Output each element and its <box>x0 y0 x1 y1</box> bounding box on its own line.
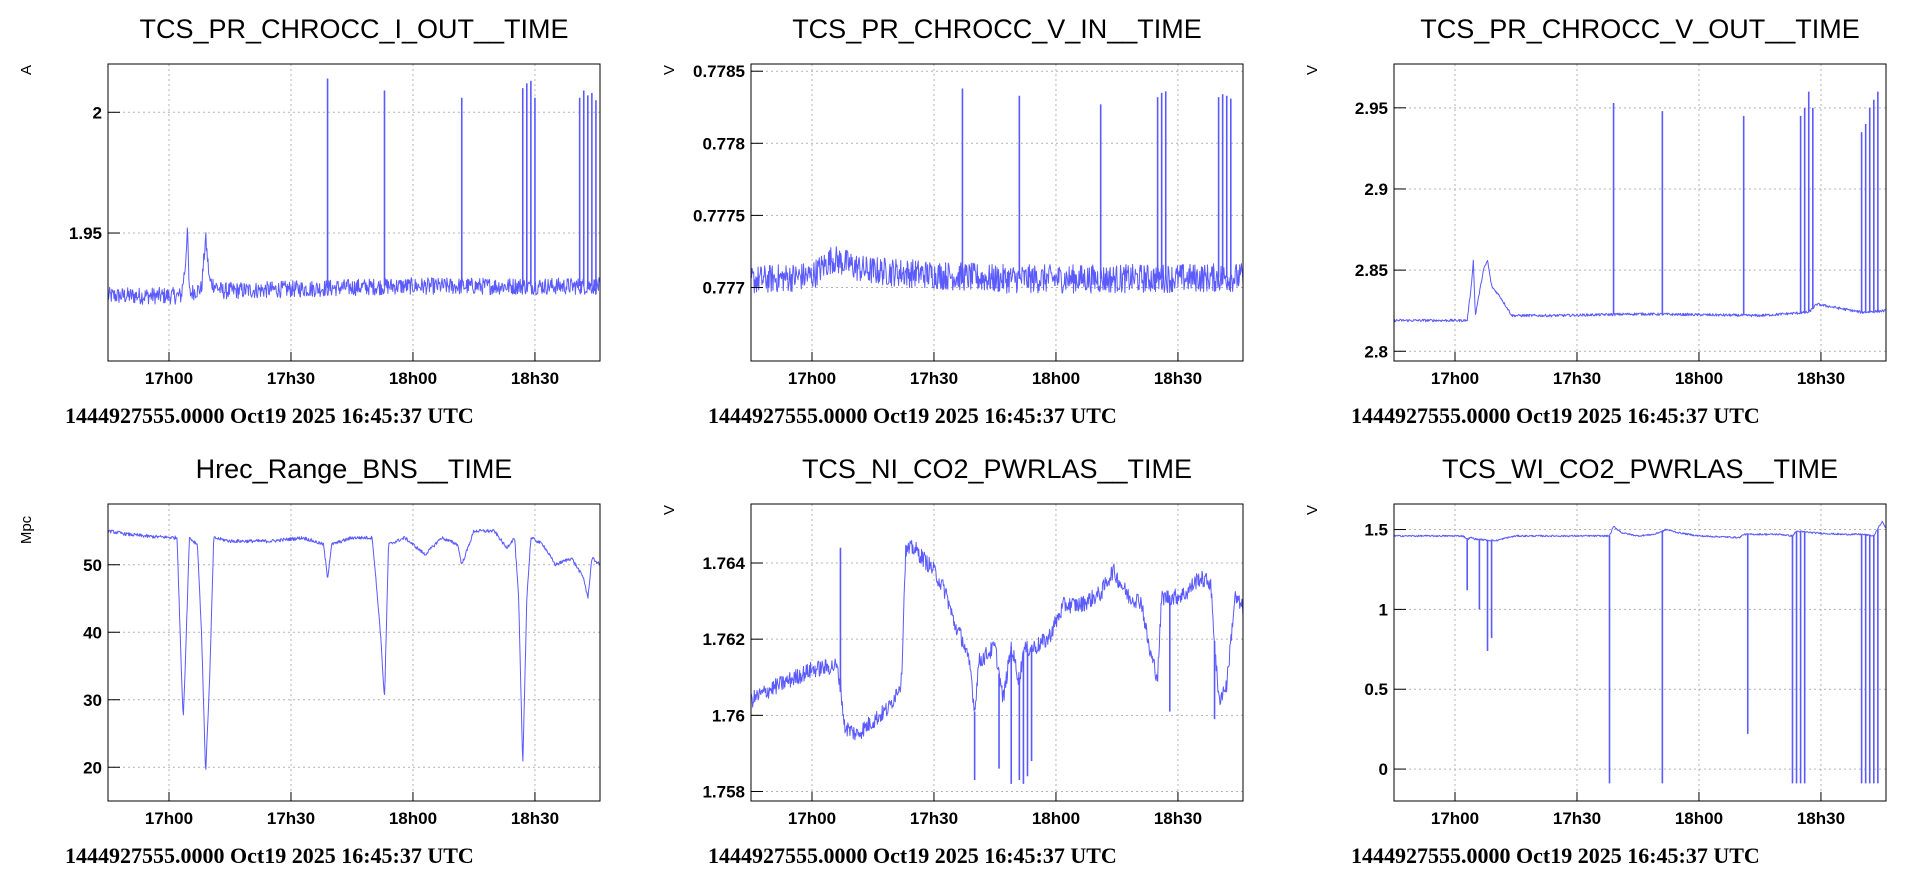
timestamp-label: 1444927555.0000 Oct19 2025 16:45:37 UTC <box>65 843 474 868</box>
y-tick-label: 1.76 <box>712 706 745 725</box>
x-tick-label: 18h30 <box>511 809 559 828</box>
x-tick-label: 17h30 <box>910 369 958 388</box>
x-tick-label: 18h30 <box>1797 369 1845 388</box>
chart-title: TCS_PR_CHROCC_I_OUT__TIME <box>139 14 568 44</box>
plot-frame <box>107 63 601 362</box>
y-tick-label: 0.7775 <box>693 206 745 225</box>
chart-panel: Hrec_Range_BNS__TIME Mpc 17h00 17h30 18h00 18… <box>18 454 601 868</box>
plot-frame <box>1393 503 1887 802</box>
y-tick-label: 0 <box>1379 760 1388 779</box>
y-tick-label: 1.95 <box>69 224 102 243</box>
y-tick-label: 1.5 <box>1364 521 1388 540</box>
y-tick-label: 20 <box>83 758 102 777</box>
y-axis-label: V <box>1304 505 1321 515</box>
x-tick-label: 17h30 <box>1553 809 1601 828</box>
plot-frame <box>750 503 1244 802</box>
x-tick-label: 18h30 <box>1154 809 1202 828</box>
y-tick-label: 30 <box>83 691 102 710</box>
timestamp-label: 1444927555.0000 Oct19 2025 16:45:37 UTC <box>65 403 474 428</box>
y-tick-label: 0.778 <box>702 134 745 153</box>
x-tick-label: 17h30 <box>910 809 958 828</box>
series-line <box>107 528 601 770</box>
x-tick-label: 18h00 <box>389 369 437 388</box>
x-tick-label: 18h00 <box>1675 369 1723 388</box>
x-tick-label: 17h00 <box>788 369 836 388</box>
y-tick-label: 2.85 <box>1355 261 1388 280</box>
series-line <box>107 227 601 305</box>
y-tick-label: 0.777 <box>702 278 745 297</box>
x-tick-label: 17h30 <box>1553 369 1601 388</box>
x-tick-label: 17h00 <box>788 809 836 828</box>
plot-frame <box>1393 63 1887 362</box>
y-tick-label: 50 <box>83 556 102 575</box>
y-tick-label: 1.762 <box>702 630 745 649</box>
x-tick-label: 17h00 <box>145 809 193 828</box>
timestamp-label: 1444927555.0000 Oct19 2025 16:45:37 UTC <box>1351 403 1760 428</box>
series-line <box>1393 520 1887 542</box>
timestamp-label: 1444927555.0000 Oct19 2025 16:45:37 UTC <box>708 403 1117 428</box>
chart-title: Hrec_Range_BNS__TIME <box>196 454 513 484</box>
timestamp-label: 1444927555.0000 Oct19 2025 16:45:37 UTC <box>1351 843 1760 868</box>
plot-frame <box>107 503 601 802</box>
x-tick-label: 17h30 <box>267 809 315 828</box>
y-tick-label: 2.95 <box>1355 99 1388 118</box>
chart-title: TCS_WI_CO2_PWRLAS__TIME <box>1442 454 1838 484</box>
y-tick-label: 2.9 <box>1364 180 1388 199</box>
y-tick-label: 2.8 <box>1364 342 1388 361</box>
x-tick-label: 18h30 <box>511 369 559 388</box>
chart-title: TCS_PR_CHROCC_V_IN__TIME <box>792 14 1202 44</box>
x-tick-label: 18h30 <box>1797 809 1845 828</box>
series-line <box>750 246 1244 294</box>
x-tick-label: 17h30 <box>267 369 315 388</box>
chart-title: TCS_NI_CO2_PWRLAS__TIME <box>802 454 1192 484</box>
x-tick-label: 17h00 <box>145 369 193 388</box>
x-tick-label: 17h00 <box>1431 809 1479 828</box>
y-axis-label: V <box>1304 65 1321 75</box>
chart-title: TCS_PR_CHROCC_V_OUT__TIME <box>1420 14 1860 44</box>
series-line <box>750 539 1244 741</box>
y-tick-label: 1.758 <box>702 782 745 801</box>
x-tick-label: 18h00 <box>389 809 437 828</box>
chart-panel: TCS_PR_CHROCC_I_OUT__TIME A 17h00 17h30 18h0… <box>18 14 601 428</box>
x-tick-label: 18h00 <box>1675 809 1723 828</box>
chart-panel: TCS_PR_CHROCC_V_OUT__TIME V 17h00 17h30 18h0… <box>1304 14 1887 428</box>
x-tick-label: 18h30 <box>1154 369 1202 388</box>
x-tick-label: 18h00 <box>1032 809 1080 828</box>
plot-frame <box>750 63 1244 362</box>
y-tick-label: 1.764 <box>702 554 745 573</box>
y-tick-label: 2 <box>93 103 102 122</box>
y-tick-label: 40 <box>83 623 102 642</box>
chart-panel: TCS_NI_CO2_PWRLAS__TIME V 17h00 17h30 18h00 1… <box>661 454 1244 868</box>
y-axis-label: V <box>661 65 678 75</box>
x-tick-label: 17h00 <box>1431 369 1479 388</box>
y-tick-label: 0.7785 <box>693 62 745 81</box>
y-axis-label: Mpc <box>18 515 35 544</box>
timestamp-label: 1444927555.0000 Oct19 2025 16:45:37 UTC <box>708 843 1117 868</box>
y-axis-label: V <box>661 505 678 515</box>
chart-panel: TCS_PR_CHROCC_V_IN__TIME V 17h00 17h30 18h00… <box>661 14 1244 428</box>
y-tick-label: 0.5 <box>1364 680 1388 699</box>
y-axis-label: A <box>18 65 35 75</box>
y-tick-label: 1 <box>1379 600 1388 619</box>
chart-panel: TCS_WI_CO2_PWRLAS__TIME V 17h00 17h30 18h00 1… <box>1304 454 1887 868</box>
x-tick-label: 18h00 <box>1032 369 1080 388</box>
